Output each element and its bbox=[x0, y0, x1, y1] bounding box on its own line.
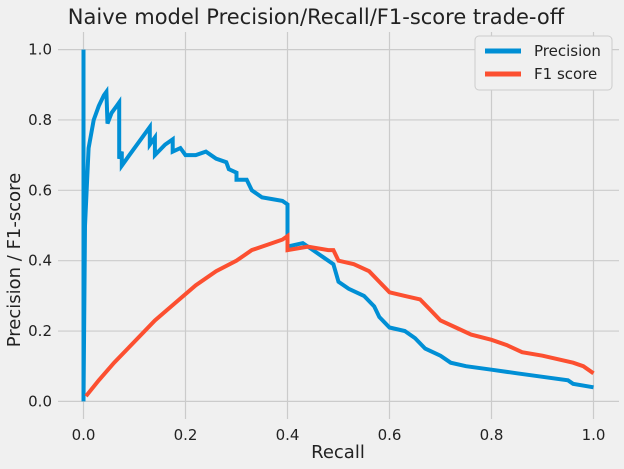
x-tick-label: 0.8 bbox=[480, 426, 504, 444]
f1-score-line bbox=[84, 232, 595, 398]
x-axis-label: Recall bbox=[311, 442, 365, 463]
y-tick-label: 0.0 bbox=[28, 392, 52, 410]
plot-area bbox=[81, 49, 595, 402]
x-tick-label: 1.0 bbox=[582, 426, 606, 444]
tick-labels: 0.0 0.2 0.4 0.6 0.8 1.0 0.0 0.2 0.4 0.6 0.8 1.0 bbox=[28, 41, 605, 444]
y-tick-label: 1.0 bbox=[28, 41, 52, 59]
x-tick-label: 0.2 bbox=[174, 426, 198, 444]
y-tick-label: 0.6 bbox=[28, 181, 52, 199]
y-tick-label: 0.2 bbox=[28, 322, 52, 340]
legend: Precision F1 score bbox=[474, 35, 613, 91]
y-tick-label: 0.8 bbox=[28, 111, 52, 129]
x-tick-label: 0.0 bbox=[72, 426, 96, 444]
y-axis-label: Precision / F1-score bbox=[4, 173, 25, 348]
precision-line bbox=[81, 49, 594, 402]
x-tick-label: 0.4 bbox=[276, 426, 300, 444]
x-tick-label: 0.6 bbox=[378, 426, 402, 444]
chart-title: Naive model Precision/Recall/F1-score tr… bbox=[68, 5, 565, 29]
y-tick-label: 0.4 bbox=[28, 252, 52, 270]
legend-label-f1-score: F1 score bbox=[534, 65, 597, 83]
legend-label-precision: Precision bbox=[534, 42, 601, 60]
